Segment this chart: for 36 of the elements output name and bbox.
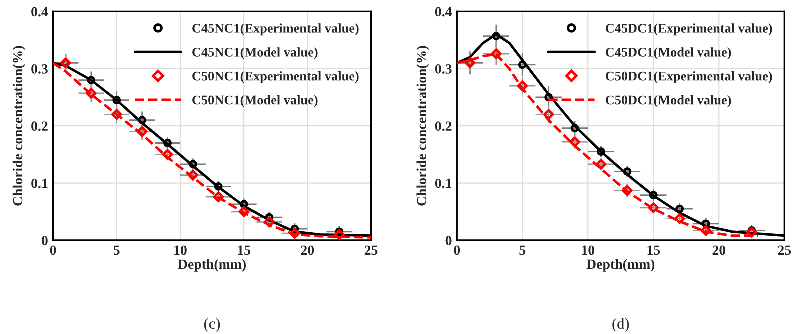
y-tick-label: 0.1 bbox=[32, 178, 48, 188]
legend-label: C50NC1(Model value) bbox=[192, 95, 318, 108]
y-tick-label: 0 bbox=[446, 236, 452, 246]
x-tick-label: 20 bbox=[712, 246, 726, 256]
y-tick-label: 0 bbox=[42, 236, 48, 246]
y-tick-label: 0.2 bbox=[32, 122, 48, 132]
x-tick-label: 5 bbox=[520, 246, 526, 256]
legend-label: C45NC1(Model value) bbox=[192, 48, 318, 60]
legend-label: C45DC1(Model value) bbox=[606, 48, 732, 60]
x-axis-title: Depth(mm) bbox=[586, 259, 655, 272]
x-tick-label: 25 bbox=[364, 246, 378, 256]
y-tick-label: 0.2 bbox=[435, 122, 452, 132]
y-tick-label: 0.3 bbox=[32, 64, 48, 74]
x-tick-label: 5 bbox=[114, 246, 120, 256]
y-axis-title: Chloride concentration(%) bbox=[12, 46, 26, 206]
legend-label: C50NC1(Experimental value) bbox=[192, 71, 359, 84]
x-tick-label: 25 bbox=[778, 246, 792, 256]
x-tick-label: 15 bbox=[648, 246, 660, 256]
x-tick-label: 10 bbox=[582, 246, 595, 256]
y-axis-title: Chloride concentration(%) bbox=[416, 46, 430, 206]
y-tick-label: 0.1 bbox=[435, 178, 452, 188]
legend-label: C45NC1(Experimental value) bbox=[192, 24, 359, 36]
y-tick-label: 0.4 bbox=[32, 7, 48, 17]
text: (d) bbox=[612, 318, 630, 332]
text: (c) bbox=[204, 318, 220, 332]
legend-label: C50DC1(Experimental value) bbox=[606, 71, 772, 84]
x-tick-label: 10 bbox=[174, 246, 187, 256]
y-tick-label: 0.3 bbox=[435, 64, 452, 74]
x-tick-label: 0 bbox=[50, 246, 56, 256]
x-tick-label: 15 bbox=[238, 246, 250, 256]
x-tick-label: 0 bbox=[454, 246, 460, 256]
x-axis-title: Depth(mm) bbox=[178, 259, 246, 272]
y-tick-label: 0.4 bbox=[435, 7, 452, 17]
legend-label: C50DC1(Model value) bbox=[606, 95, 732, 108]
legend-label: C45DC1(Experimental value) bbox=[606, 24, 772, 36]
x-tick-label: 20 bbox=[301, 246, 314, 256]
